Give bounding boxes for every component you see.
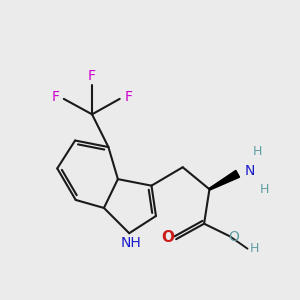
Text: F: F [87, 69, 95, 83]
Text: F: F [52, 89, 59, 103]
Text: H: H [260, 183, 269, 196]
Text: H: H [249, 242, 259, 255]
Polygon shape [209, 170, 239, 190]
Text: N: N [245, 164, 256, 178]
Text: O: O [228, 230, 239, 244]
Text: O: O [161, 230, 174, 245]
Text: H: H [253, 145, 262, 158]
Text: NH: NH [120, 236, 141, 250]
Text: F: F [124, 89, 133, 103]
